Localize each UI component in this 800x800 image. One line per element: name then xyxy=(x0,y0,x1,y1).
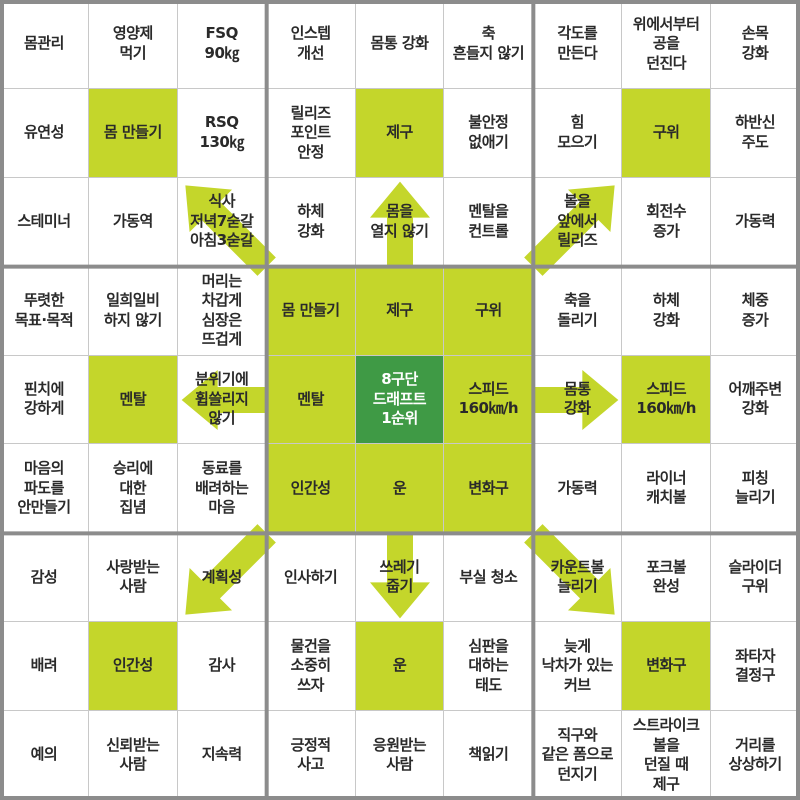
goal-cell: 스피드 160㎞/h xyxy=(622,355,712,445)
action-cell: 늦게 낙차가 있는 커브 xyxy=(533,622,623,712)
action-cell: 계획성 xyxy=(177,533,267,623)
action-cell: 스테미너 xyxy=(0,177,89,267)
goal-cell: 운 xyxy=(355,622,445,712)
action-cell: 슬라이더 구위 xyxy=(711,533,800,623)
action-cell: 몸을 열지 않기 xyxy=(355,177,445,267)
action-cell: FSQ 90㎏ xyxy=(177,0,267,89)
goal-cell: 멘탈 xyxy=(88,355,178,445)
goal-cell: 운 xyxy=(355,444,445,534)
goal-cell: 변화구 xyxy=(622,622,712,712)
action-cell: 마음의 파도를 안만들기 xyxy=(0,444,89,534)
action-cell: 축을 돌리기 xyxy=(533,266,623,356)
action-cell: 지속력 xyxy=(177,711,267,800)
action-cell: 직구와 같은 폼으로 던지기 xyxy=(533,711,623,800)
action-cell: 책읽기 xyxy=(444,711,534,800)
action-cell: 인사하기 xyxy=(266,533,356,623)
arrow-icon xyxy=(370,533,430,619)
goal-cell: 몸 만들기 xyxy=(88,88,178,178)
goal-cell: 인간성 xyxy=(88,622,178,712)
goal-cell: 몸 만들기 xyxy=(266,266,356,356)
arrow-icon xyxy=(533,370,619,430)
action-cell: 각도를 만든다 xyxy=(533,0,623,89)
action-cell: 감사 xyxy=(177,622,267,712)
action-cell: 일희일비 하지 않기 xyxy=(88,266,178,356)
action-cell: 릴리즈 포인트 안정 xyxy=(266,88,356,178)
arrow-icon xyxy=(524,185,615,276)
action-cell: 몸통 강화 xyxy=(533,355,623,445)
action-cell: 인스텝 개선 xyxy=(266,0,356,89)
action-cell: 포크볼 완성 xyxy=(622,533,712,623)
goal-cell: 구위 xyxy=(622,88,712,178)
action-cell: 식사 저녁7숟갈 아침3숟갈 xyxy=(177,177,267,267)
action-cell: 몸관리 xyxy=(0,0,89,89)
arrow-icon xyxy=(524,524,615,615)
arrow-icon xyxy=(185,185,276,276)
action-cell: 볼을 앞에서 릴리즈 xyxy=(533,177,623,267)
action-cell: 가동력 xyxy=(711,177,800,267)
action-cell: 축 흔들지 않기 xyxy=(444,0,534,89)
action-cell: 좌타자 결정구 xyxy=(711,622,800,712)
arrow-icon xyxy=(185,524,276,615)
action-cell: 체중 증가 xyxy=(711,266,800,356)
main-goal-cell: 8구단 드래프트 1순위 xyxy=(355,355,445,445)
action-cell: 멘탈을 컨트롤 xyxy=(444,177,534,267)
action-cell: 하체 강화 xyxy=(266,177,356,267)
action-cell: 뚜렷한 목표·목적 xyxy=(0,266,89,356)
goal-cell: 구위 xyxy=(444,266,534,356)
action-cell: 예의 xyxy=(0,711,89,800)
action-cell: 동료를 배려하는 마음 xyxy=(177,444,267,534)
action-cell: 쓰레기 줍기 xyxy=(355,533,445,623)
action-cell: 신뢰받는 사람 xyxy=(88,711,178,800)
action-cell: 손목 강화 xyxy=(711,0,800,89)
action-cell: 하체 강화 xyxy=(622,266,712,356)
action-cell: 가동역 xyxy=(88,177,178,267)
action-cell: 긍정적 사고 xyxy=(266,711,356,800)
action-cell: 회전수 증가 xyxy=(622,177,712,267)
action-cell: 하반신 주도 xyxy=(711,88,800,178)
action-cell: 심판을 대하는 태도 xyxy=(444,622,534,712)
action-cell: 물건을 소중히 쓰자 xyxy=(266,622,356,712)
action-cell: 머리는 차갑게 심장은 뜨겁게 xyxy=(177,266,267,356)
arrow-icon xyxy=(181,370,267,430)
action-cell: 위에서부터 공을 던진다 xyxy=(622,0,712,89)
action-cell: 분위기에 휩쓸리지 않기 xyxy=(177,355,267,445)
action-cell: 카운트볼 늘리기 xyxy=(533,533,623,623)
action-cell: 영양제 먹기 xyxy=(88,0,178,89)
action-cell: 불안정 없애기 xyxy=(444,88,534,178)
action-cell: 거리를 상상하기 xyxy=(711,711,800,800)
goal-cell: 제구 xyxy=(355,88,445,178)
action-cell: 사랑받는 사람 xyxy=(88,533,178,623)
action-cell: 핀치에 강하게 xyxy=(0,355,89,445)
action-cell: 몸통 강화 xyxy=(355,0,445,89)
action-cell: 응원받는 사람 xyxy=(355,711,445,800)
action-cell: 스트라이크 볼을 던질 때 제구 xyxy=(622,711,712,800)
goal-cell: 멘탈 xyxy=(266,355,356,445)
action-cell: 승리에 대한 집념 xyxy=(88,444,178,534)
action-cell: 힘 모으기 xyxy=(533,88,623,178)
action-cell: 라이너 캐치볼 xyxy=(622,444,712,534)
action-cell: 어깨주변 강화 xyxy=(711,355,800,445)
action-cell: 배려 xyxy=(0,622,89,712)
arrow-icon xyxy=(370,181,430,267)
action-cell: 감성 xyxy=(0,533,89,623)
goal-cell: 스피드 160㎞/h xyxy=(444,355,534,445)
goal-cell: 변화구 xyxy=(444,444,534,534)
action-cell: 부실 청소 xyxy=(444,533,534,623)
action-cell: 피칭 늘리기 xyxy=(711,444,800,534)
action-cell: RSQ 130㎏ xyxy=(177,88,267,178)
action-cell: 가동력 xyxy=(533,444,623,534)
goal-cell: 인간성 xyxy=(266,444,356,534)
action-cell: 유연성 xyxy=(0,88,89,178)
goal-cell: 제구 xyxy=(355,266,445,356)
